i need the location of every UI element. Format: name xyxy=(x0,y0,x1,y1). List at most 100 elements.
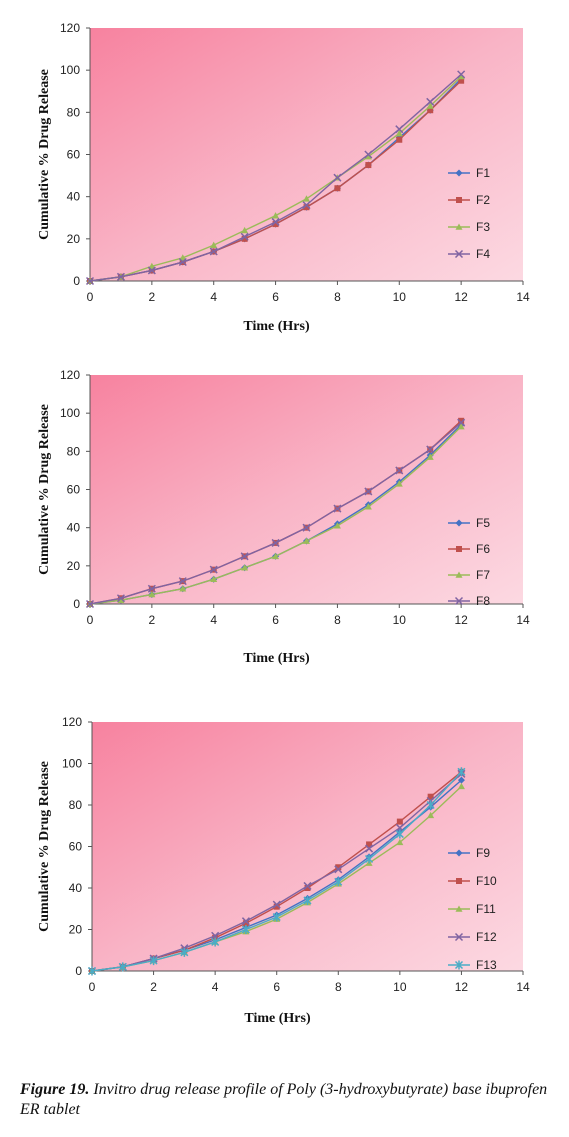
figure-caption-label: Figure 19. xyxy=(20,1081,90,1098)
data-point xyxy=(272,912,281,922)
y-tick-label: 120 xyxy=(62,715,82,729)
data-point xyxy=(395,823,404,832)
data-point xyxy=(241,925,250,934)
legend-item-f1: F1 xyxy=(448,166,490,180)
data-point xyxy=(427,107,434,114)
data-point xyxy=(180,947,189,957)
data-point xyxy=(178,257,187,267)
data-point xyxy=(87,966,97,976)
legend-marker xyxy=(455,519,463,527)
legend-label: F9 xyxy=(476,846,490,860)
data-point xyxy=(210,241,218,248)
data-point xyxy=(303,895,312,905)
drug-release-chart-3: 0 20 40 60 80 100 120 0 2 4 6 8 10 12 14 Time (Hrs) Cumu… xyxy=(37,715,530,1026)
data-point xyxy=(272,221,279,228)
legend-item-f3: F3 xyxy=(448,220,490,234)
legend-item-f13: F13 xyxy=(448,958,497,972)
data-point xyxy=(457,418,466,427)
y-axis-title: Cumulative % Drug Release xyxy=(37,761,52,932)
data-point xyxy=(457,776,465,784)
data-point xyxy=(365,162,372,169)
data-point xyxy=(303,204,310,211)
legend-marker xyxy=(455,169,463,177)
figure-caption: Figure 19. Invitro drug release profile … xyxy=(20,1080,560,1120)
legend-item-f8: F8 xyxy=(448,594,490,608)
data-point xyxy=(272,552,280,560)
data-point xyxy=(147,584,156,593)
y-tick-label: 120 xyxy=(60,21,80,35)
y-tick-label: 0 xyxy=(73,597,80,611)
data-point xyxy=(147,266,156,275)
data-point xyxy=(303,537,310,544)
data-point xyxy=(364,150,373,159)
x-axis-title: Time (Hrs) xyxy=(243,651,310,666)
data-point xyxy=(334,865,343,874)
x-tick-label: 2 xyxy=(150,980,157,994)
x-tick-label: 10 xyxy=(393,613,407,627)
y-tick-label: 60 xyxy=(67,148,81,162)
legend-item-f11: F11 xyxy=(448,902,496,916)
data-point xyxy=(271,217,280,226)
legend-marker xyxy=(456,197,462,203)
data-point xyxy=(458,77,465,84)
y-axis-title: Cumulative % Drug Release xyxy=(37,404,52,575)
x-tick-label: 12 xyxy=(455,980,469,994)
data-point xyxy=(241,564,249,571)
data-point xyxy=(302,201,311,210)
data-point xyxy=(333,522,341,529)
data-point xyxy=(241,917,250,926)
data-point xyxy=(85,599,95,609)
y-tick-label: 40 xyxy=(67,190,81,204)
legend-label: F1 xyxy=(476,166,490,180)
data-point xyxy=(458,417,465,424)
x-tick-label: 6 xyxy=(272,290,279,304)
y-tick-label: 80 xyxy=(67,444,81,458)
x-tick-label: 10 xyxy=(393,980,407,994)
x-tick-label: 8 xyxy=(334,290,341,304)
data-point xyxy=(241,235,248,242)
series-f8 xyxy=(85,418,466,609)
x-tick-label: 8 xyxy=(335,980,342,994)
plot-area xyxy=(90,375,523,604)
y-tick-label: 40 xyxy=(69,881,83,895)
y-tick-label: 20 xyxy=(67,559,81,573)
series-f7 xyxy=(86,423,465,607)
y-tick-label: 100 xyxy=(60,63,80,77)
data-point xyxy=(426,453,434,460)
x-tick-label: 0 xyxy=(87,290,94,304)
data-point xyxy=(335,864,342,871)
x-tick-label: 14 xyxy=(516,980,530,994)
data-point xyxy=(116,272,125,281)
data-point xyxy=(364,487,373,496)
y-tick-label: 60 xyxy=(69,840,83,854)
data-point xyxy=(427,793,434,800)
legend-label: F4 xyxy=(476,247,490,261)
x-tick-label: 14 xyxy=(516,613,530,627)
x-tick-label: 12 xyxy=(454,290,468,304)
data-point xyxy=(148,262,156,270)
data-point xyxy=(179,254,187,261)
x-tick-label: 10 xyxy=(393,290,407,304)
data-point xyxy=(211,937,220,947)
data-point xyxy=(241,226,249,234)
y-tick-label: 120 xyxy=(60,368,80,382)
data-point xyxy=(302,523,311,532)
legend-label: F10 xyxy=(476,874,497,888)
data-point xyxy=(178,577,187,586)
x-tick-label: 2 xyxy=(149,290,156,304)
legend-marker xyxy=(455,849,463,857)
data-point xyxy=(333,504,342,513)
legend-label: F5 xyxy=(476,516,490,530)
data-point xyxy=(395,480,403,487)
data-point xyxy=(457,423,465,430)
y-tick-label: 20 xyxy=(67,232,81,246)
legend-item-f10: F10 xyxy=(448,874,497,888)
data-point xyxy=(426,800,435,810)
data-point xyxy=(395,129,403,137)
legend-label: F8 xyxy=(476,594,490,608)
data-point xyxy=(240,552,249,561)
y-tick-label: 100 xyxy=(60,406,80,420)
x-tick-label: 6 xyxy=(273,980,280,994)
data-point xyxy=(457,767,466,777)
data-point xyxy=(211,931,220,940)
